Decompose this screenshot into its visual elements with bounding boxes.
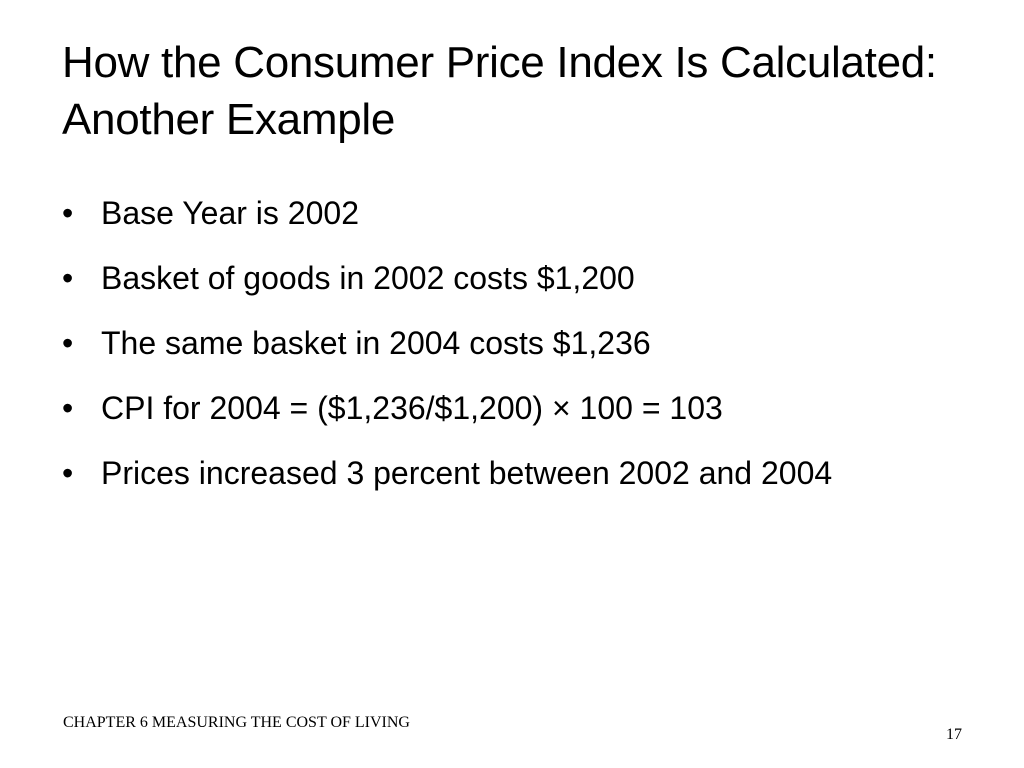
- page-number: 17: [946, 726, 962, 743]
- footer-chapter: CHAPTER 6 MEASURING THE COST OF LIVING: [63, 714, 410, 731]
- bullet-icon: •: [62, 195, 74, 231]
- bullet-list: • Base Year is 2002 • Basket of goods in…: [62, 192, 962, 517]
- bullet-item-basket-2002: • Basket of goods in 2002 costs $1,200: [62, 257, 962, 300]
- bullet-text: The same basket in 2004 costs $1,236: [101, 325, 651, 361]
- slide-title: How the Consumer Price Index Is Calculat…: [62, 38, 937, 144]
- bullet-text: Basket of goods in 2002 costs $1,200: [101, 260, 635, 296]
- bullet-icon: •: [62, 260, 74, 296]
- bullet-item-price-increase: • Prices increased 3 percent between 200…: [62, 452, 962, 495]
- bullet-text: Base Year is 2002: [101, 195, 359, 231]
- bullet-item-base-year: • Base Year is 2002: [62, 192, 962, 235]
- bullet-text: Prices increased 3 percent between 2002 …: [101, 455, 833, 491]
- bullet-item-basket-2004: • The same basket in 2004 costs $1,236: [62, 322, 962, 365]
- bullet-icon: •: [62, 455, 74, 491]
- bullet-item-cpi-2004: • CPI for 2004 = ($1,236/$1,200) × 100 =…: [62, 387, 962, 430]
- bullet-text: CPI for 2004 = ($1,236/$1,200) × 100 = 1…: [101, 390, 723, 426]
- bullet-icon: •: [62, 390, 74, 426]
- bullet-icon: •: [62, 325, 74, 361]
